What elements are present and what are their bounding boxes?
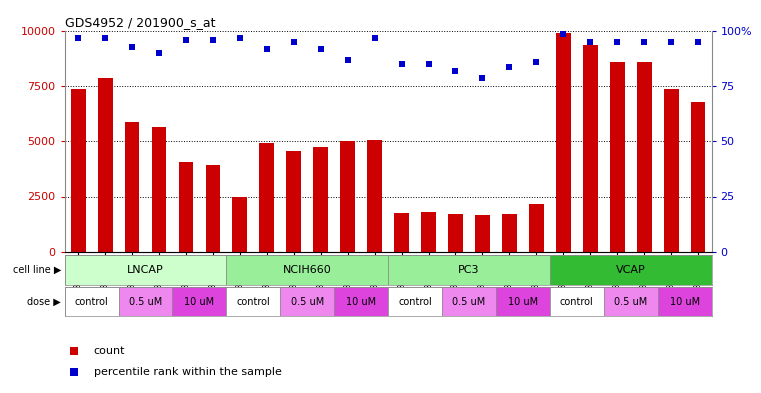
Bar xyxy=(65,255,227,285)
Text: 0.5 uM: 0.5 uM xyxy=(291,297,324,307)
Text: GDS4952 / 201900_s_at: GDS4952 / 201900_s_at xyxy=(65,16,215,29)
Bar xyxy=(529,204,544,252)
Text: 0.5 uM: 0.5 uM xyxy=(614,297,648,307)
Bar xyxy=(280,287,334,316)
Bar xyxy=(448,214,463,252)
Text: cell line ▶: cell line ▶ xyxy=(12,265,61,275)
Bar xyxy=(394,213,409,252)
Text: 10 uM: 10 uM xyxy=(508,297,538,307)
Text: control: control xyxy=(398,297,432,307)
Bar xyxy=(475,215,490,252)
Bar xyxy=(232,196,247,252)
Text: control: control xyxy=(560,297,594,307)
Bar xyxy=(205,165,221,252)
Bar xyxy=(603,287,658,316)
Bar xyxy=(179,162,193,252)
Text: 10 uM: 10 uM xyxy=(346,297,376,307)
Text: LNCAP: LNCAP xyxy=(127,265,164,275)
Bar xyxy=(334,287,388,316)
Bar xyxy=(496,287,550,316)
Bar xyxy=(125,122,139,252)
Text: percentile rank within the sample: percentile rank within the sample xyxy=(94,367,282,377)
Bar xyxy=(388,255,550,285)
Bar xyxy=(556,33,571,252)
Bar xyxy=(119,287,173,316)
Bar xyxy=(442,287,496,316)
Bar xyxy=(658,287,712,316)
Bar xyxy=(286,151,301,252)
Bar xyxy=(368,140,382,252)
Bar xyxy=(421,212,436,252)
Bar xyxy=(227,255,388,285)
Text: 10 uM: 10 uM xyxy=(670,297,699,307)
Bar xyxy=(637,62,651,252)
Text: 0.5 uM: 0.5 uM xyxy=(129,297,162,307)
Bar xyxy=(388,287,442,316)
Text: control: control xyxy=(75,297,109,307)
Bar xyxy=(664,89,679,252)
Bar xyxy=(97,78,113,252)
Bar xyxy=(173,287,227,316)
Text: VCAP: VCAP xyxy=(616,265,645,275)
Bar xyxy=(340,141,355,252)
Text: count: count xyxy=(94,346,126,356)
Bar xyxy=(502,214,517,252)
Bar xyxy=(550,255,712,285)
Bar xyxy=(65,287,119,316)
Bar xyxy=(227,287,280,316)
Bar xyxy=(583,45,597,252)
Bar xyxy=(691,102,705,252)
Bar xyxy=(610,62,625,252)
Text: 0.5 uM: 0.5 uM xyxy=(452,297,486,307)
Text: NCIH660: NCIH660 xyxy=(283,265,332,275)
Bar xyxy=(550,287,603,316)
Text: 10 uM: 10 uM xyxy=(184,297,215,307)
Text: dose ▶: dose ▶ xyxy=(27,297,61,307)
Text: control: control xyxy=(237,297,270,307)
Bar xyxy=(314,147,328,252)
Text: PC3: PC3 xyxy=(458,265,479,275)
Bar xyxy=(71,89,85,252)
Bar xyxy=(260,143,274,252)
Bar xyxy=(151,127,167,252)
